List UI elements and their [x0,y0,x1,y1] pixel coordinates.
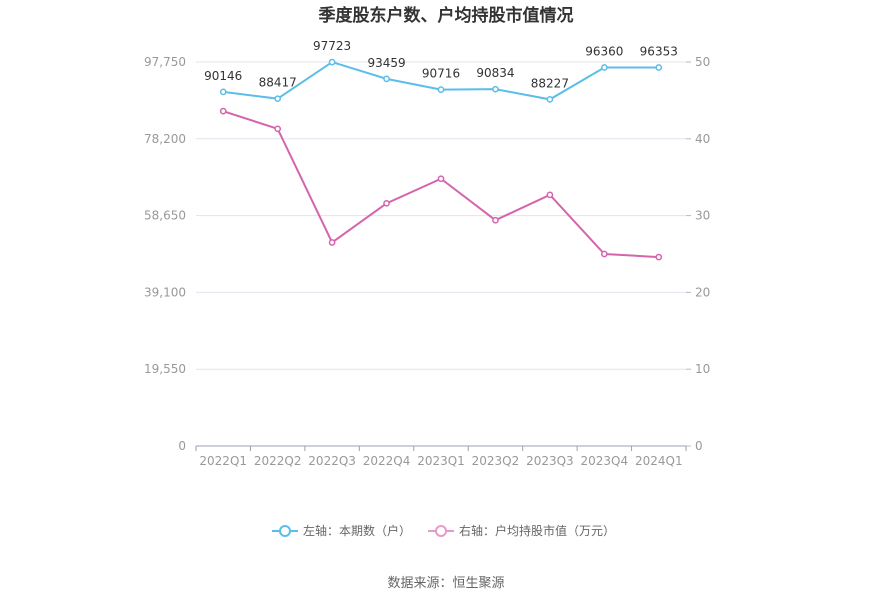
series-layer: 90146 88417 97723 93459 90716 90834 88227 96360… [204,39,678,261]
x-tick-label: 2023Q3 [526,454,574,468]
left-axis: 0 19,550 39,100 58,650 78,200 97,750 [144,55,186,453]
data-label: 96360 [585,44,623,58]
series-1-point [219,88,227,96]
series-2-point [546,191,554,199]
data-label: 97723 [313,39,351,53]
series-2-point [600,250,608,258]
legend: 左轴：本期数（户） 右轴：户均持股市值（万元） [272,523,615,538]
data-label: 90146 [204,69,242,83]
data-label: 93459 [367,56,405,70]
series-2-point [219,107,227,115]
right-tick-label: 50 [695,55,710,69]
series-1-point [383,75,390,83]
left-tick-label: 19,550 [144,362,186,376]
right-tick-label: 30 [695,209,710,223]
data-label: 96353 [640,44,678,58]
x-tick-label: 2023Q2 [472,454,520,468]
x-axis: 2022Q1 2022Q2 2022Q3 2022Q4 2023Q1 2023Q2 2023… [195,445,687,468]
grid [196,61,686,370]
chart-title: 季度股东户数、户均持股市值情况 [319,5,574,26]
right-tick-label: 10 [695,362,710,376]
series-2-line [222,110,659,259]
series-1-point [546,96,554,103]
x-tick-label: 2023Q4 [581,454,629,468]
legend-label: 左轴：本期数（户） [303,523,411,538]
series-2-point [383,199,390,207]
series-1-point [274,95,282,103]
series-1-point [492,85,499,93]
data-label: 88227 [531,76,569,90]
data-label: 90834 [476,66,514,80]
series-1-point [437,86,445,93]
right-tick-label: 20 [695,285,710,299]
legend-marker [435,525,447,537]
left-tick-label: 0 [178,439,186,453]
data-label: 90716 [422,67,460,81]
legend-marker [279,525,291,537]
series-1-point [655,64,663,71]
series-1-point [600,64,608,71]
series-2-point [437,175,445,183]
right-tick-label: 40 [695,132,710,146]
data-source: 数据来源：恒生聚源 [387,576,504,591]
x-tick-label: 2024Q1 [635,454,683,468]
data-label: 88417 [259,76,297,90]
left-tick-label: 78,200 [144,132,186,146]
left-tick-label: 39,100 [144,285,186,299]
series-2-point [655,253,663,261]
right-axis: 0 10 20 30 40 50 [686,55,710,453]
x-tick-label: 2022Q1 [199,454,247,468]
series-1-point [328,58,336,66]
left-tick-label: 58,650 [144,209,186,223]
x-tick-label: 2022Q4 [363,454,411,468]
series-2-point [492,216,499,224]
legend-label: 右轴：户均持股市值（万元） [459,523,615,538]
left-tick-label: 97,750 [144,55,186,69]
series-2-point [274,125,282,133]
x-tick-label: 2022Q3 [308,454,356,468]
series-2-point [328,239,336,246]
x-tick-label: 2023Q1 [417,454,465,468]
x-tick-label: 2022Q2 [254,454,302,468]
right-tick-label: 0 [695,439,703,453]
